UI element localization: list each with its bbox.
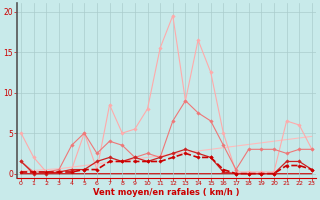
X-axis label: Vent moyen/en rafales ( km/h ): Vent moyen/en rafales ( km/h ) [93,188,240,197]
